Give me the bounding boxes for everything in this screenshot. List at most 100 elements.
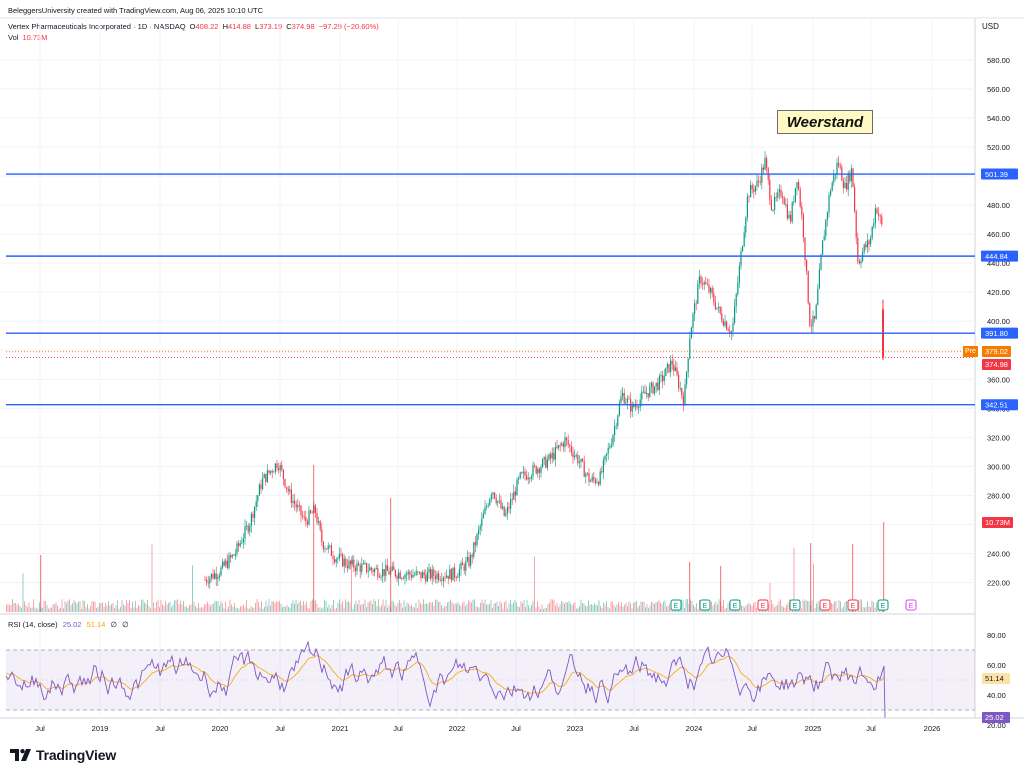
candle-body [826, 212, 828, 220]
candle-body [292, 500, 294, 503]
candle-body [310, 510, 312, 513]
candle-body [609, 446, 611, 448]
volume-bar [697, 608, 699, 612]
volume-bar [685, 599, 687, 612]
volume-bar [231, 604, 232, 612]
volume-bar [309, 608, 310, 612]
candle-body [225, 560, 227, 566]
volume-bar [535, 607, 537, 612]
ohlc-open-label: O [189, 22, 196, 31]
candle-body [689, 338, 691, 359]
volume-bar [382, 599, 384, 612]
candle-body [332, 556, 334, 560]
candle-body [226, 560, 228, 568]
volume-bar [19, 606, 21, 612]
candle-body [775, 197, 777, 198]
volume-bar [49, 607, 51, 612]
volume-bar [588, 600, 589, 612]
volume-bar [216, 601, 217, 612]
currency-label[interactable]: USD [982, 22, 999, 31]
volume-bar [466, 603, 468, 612]
volume-label[interactable]: Vol [8, 33, 19, 42]
candle-body [852, 168, 854, 188]
rsi-name[interactable]: RSI (14, close) [8, 620, 58, 629]
volume-bar [718, 599, 720, 612]
volume-bar [502, 608, 504, 612]
time-axis-label: 2022 [449, 724, 466, 733]
volume-bar [769, 583, 771, 612]
volume-bar [318, 607, 319, 612]
volume-bar [409, 605, 411, 612]
candle-body [322, 542, 324, 549]
candle-body [828, 195, 830, 213]
candle-body [206, 579, 208, 583]
candle-body [818, 269, 820, 289]
volume-spike [390, 498, 392, 612]
volume-bar [222, 603, 223, 612]
candle-body [796, 182, 798, 189]
volume-bar [78, 601, 79, 612]
volume-bar [864, 607, 865, 612]
volume-bar [723, 600, 724, 612]
volume-bar [813, 563, 814, 612]
candle-body [410, 574, 412, 578]
candle-body [319, 521, 321, 530]
volume-bar [744, 607, 745, 612]
volume-bar [507, 608, 508, 612]
candle-body [684, 384, 686, 406]
volume-bar [457, 602, 459, 612]
candle-body [281, 465, 283, 470]
candle-body [420, 571, 422, 579]
candle-body [575, 454, 577, 456]
volume-bar [753, 603, 754, 612]
candle-body [585, 473, 587, 477]
volume-bar [640, 601, 642, 612]
candle-body [790, 215, 792, 222]
volume-bar [456, 603, 457, 612]
level-tag-bg [981, 168, 1018, 180]
volume-bar [333, 599, 334, 612]
candle-body [287, 488, 289, 492]
volume-bar [372, 604, 373, 612]
volume-bar [726, 607, 727, 612]
volume-bar [556, 602, 558, 612]
volume-bar [238, 608, 240, 612]
candle-body [572, 452, 574, 458]
candle-body [223, 561, 225, 566]
volume-bar [331, 605, 333, 612]
volume-bar [622, 606, 624, 612]
candle-body [430, 568, 432, 579]
volume-bar [268, 599, 270, 612]
volume-bar [16, 604, 18, 612]
resistance-annotation[interactable]: Weerstand [777, 110, 873, 134]
volume-bar [631, 608, 633, 612]
volume-bar [514, 599, 516, 612]
volume-bar [133, 607, 135, 612]
candle-body [780, 189, 782, 197]
candle-body [778, 189, 780, 193]
volume-bar [442, 608, 444, 612]
volume-bar [544, 608, 546, 612]
volume-bar [192, 565, 193, 612]
candle-body [751, 185, 753, 190]
candle-body [705, 282, 707, 284]
candle-body [820, 254, 822, 270]
symbol-name[interactable]: Vertex Pharmaceuticals Incorporated · 1D… [8, 22, 186, 31]
volume-bar [814, 608, 816, 612]
candle-body [657, 382, 659, 390]
candle-body [247, 525, 249, 532]
tradingview-footer[interactable]: TradingView [10, 744, 116, 766]
volume-bar [82, 600, 84, 612]
time-axis-label: 2023 [567, 724, 584, 733]
candle-body [825, 219, 827, 237]
volume-bar [576, 608, 577, 612]
volume-bar [577, 608, 579, 612]
candle-body [561, 443, 563, 446]
volume-bar [109, 605, 111, 612]
candle-body [833, 174, 835, 183]
volume-bar [441, 605, 442, 612]
volume-bar [9, 605, 10, 612]
volume-bar [751, 606, 753, 612]
candle-body [718, 306, 720, 308]
